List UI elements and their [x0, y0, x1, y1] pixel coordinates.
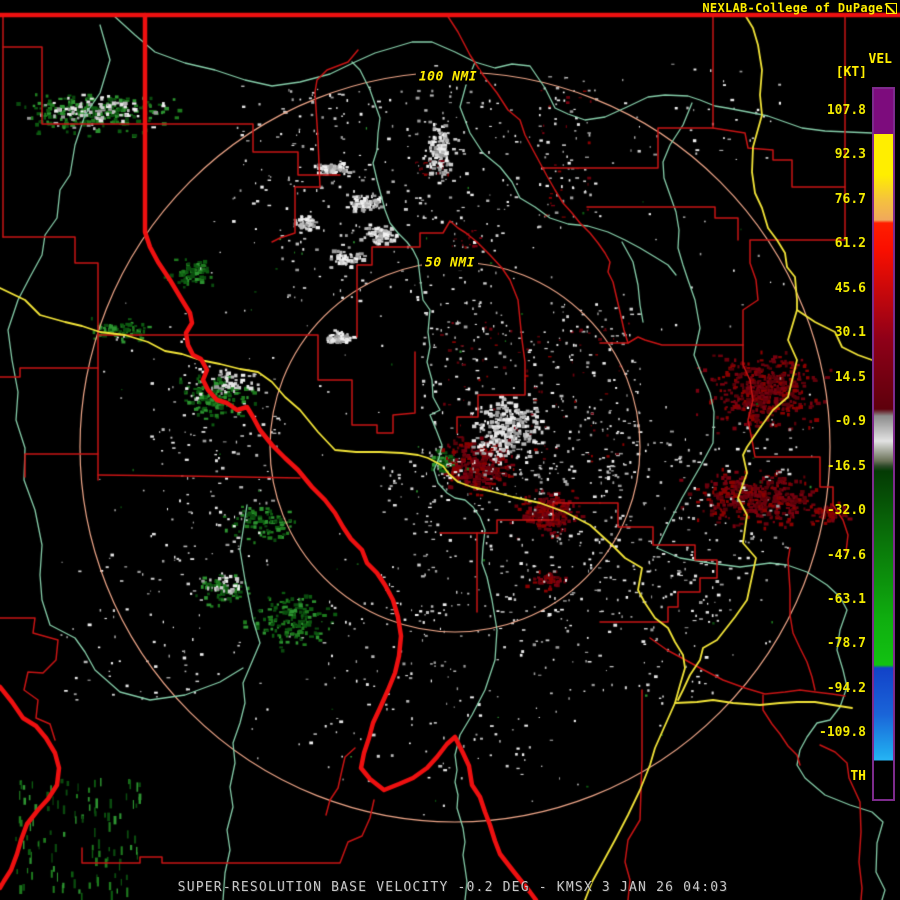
colorbar-title: VEL [868, 52, 892, 67]
velocity-colorbar [872, 87, 895, 801]
colorbar-tick: 107.8 [826, 103, 866, 118]
header-title-text: NEXLAB-College of DuPage [702, 1, 883, 15]
colorbar-tick: 30.1 [834, 325, 866, 340]
colorbar-tick: 61.2 [834, 236, 866, 251]
colorbar-tick: -78.7 [826, 636, 866, 651]
colorbar-tick: -47.6 [826, 548, 866, 563]
colorbar-tick: -109.8 [819, 725, 866, 740]
colorbar-tick: 45.6 [834, 281, 866, 296]
colorbar-tick: -32.0 [826, 503, 866, 518]
colorbar-tick: -94.2 [826, 681, 866, 696]
cod-window-icon [886, 2, 897, 14]
colorbar-tick: 76.7 [834, 192, 866, 207]
colorbar-threshold-label: TH [850, 769, 866, 784]
colorbar-tick: 14.5 [834, 370, 866, 385]
header-title: NEXLAB-College of DuPage [702, 1, 897, 15]
colorbar-tick: -16.5 [826, 459, 866, 474]
range-ring-label-50nmi: 50 NMI [422, 255, 478, 271]
colorbar-tick: 92.3 [834, 147, 866, 162]
colorbar-tick: -63.1 [826, 592, 866, 607]
colorbar-unit: [KT] [835, 65, 867, 80]
range-ring-label-100nmi: 100 NMI [415, 69, 481, 85]
product-caption: SUPER-RESOLUTION BASE VELOCITY -0.2 DEG … [177, 880, 729, 895]
colorbar-tick: -0.9 [834, 414, 866, 429]
